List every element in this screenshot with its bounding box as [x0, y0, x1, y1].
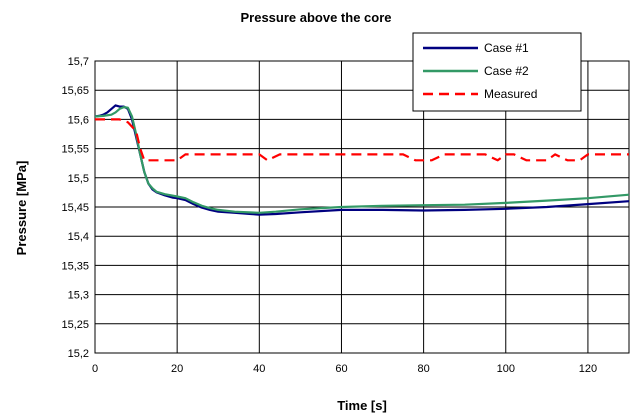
y-tick-label: 15,45: [61, 202, 89, 214]
series-line-3: [95, 118, 629, 162]
series-layer: [94, 104, 630, 216]
series-line-2: [94, 105, 630, 214]
x-axis-ticks: 0 20 40 60 80 100 120: [92, 363, 597, 375]
x-tick-label: 0: [92, 363, 98, 375]
y-tick-label: 15,3: [68, 290, 89, 302]
x-tick-label: 100: [497, 363, 515, 375]
y-tick-label: 15,65: [61, 85, 89, 97]
chart-title: Pressure above the core: [240, 10, 391, 25]
plot-area: [94, 60, 630, 354]
legend-label-2: Case #2: [484, 64, 529, 78]
y-tick-label: 15,2: [68, 348, 89, 360]
legend-label-3: Measured: [484, 87, 537, 101]
x-tick-label: 60: [335, 363, 347, 375]
x-tick-label: 120: [579, 363, 597, 375]
x-tick-label: 40: [253, 363, 265, 375]
y-tick-label: 15,7: [68, 56, 89, 68]
y-tick-label: 15,5: [68, 173, 89, 185]
y-tick-label: 15,6: [68, 114, 89, 126]
y-tick-label: 15,35: [61, 260, 89, 272]
y-tick-label: 15,4: [68, 231, 89, 243]
x-axis-label: Time [s]: [337, 398, 387, 413]
y-axis-ticks: 15,2 15,25 15,3 15,35 15,4 15,45 15,5 15,55 15,6…: [61, 56, 89, 360]
y-tick-label: 15,25: [61, 319, 89, 331]
x-tick-label: 80: [417, 363, 429, 375]
y-axis-label: Pressure [MPa]: [14, 161, 29, 256]
y-tick-label: 15,55: [61, 144, 89, 156]
series-line-1: [94, 104, 630, 216]
legend: Case #1 Case #2 Measured: [412, 32, 582, 112]
legend-label-1: Case #1: [484, 41, 529, 55]
x-tick-label: 20: [171, 363, 183, 375]
